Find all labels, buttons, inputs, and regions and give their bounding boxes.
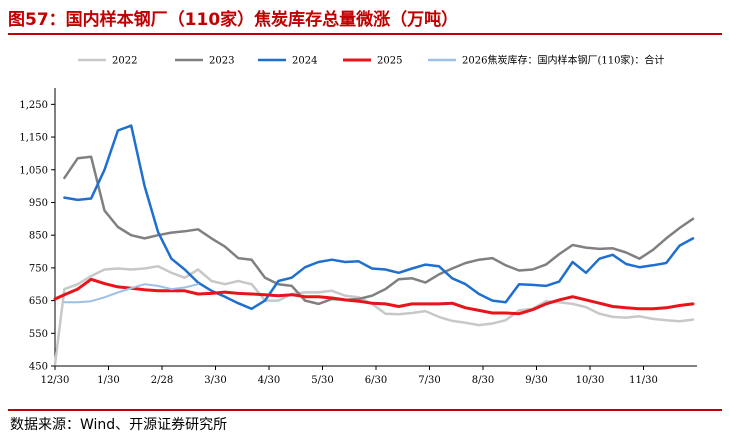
chart-legend: 2022 2023 2024 2025 2026焦炭库存：国内样本钢厂(110家)：合计: [78, 54, 664, 67]
y-tick-label: 1,050: [19, 165, 48, 176]
x-tick-label: 10/30: [576, 375, 605, 386]
series-line-2025: [53, 277, 695, 316]
legend-label-2026: 2026焦炭库存：国内样本钢厂(110家)：合计: [462, 54, 664, 67]
x-tick-label: 1/30: [97, 375, 119, 386]
title-divider: [8, 33, 722, 35]
footer-divider: [8, 409, 722, 411]
y-tick-label: 550: [29, 329, 48, 340]
y-tick-label: 1,250: [19, 100, 48, 111]
legend-label-2024: 2024: [292, 56, 317, 67]
chart-axes: 450 550 650 750 850 950 1,050 1,150 1,250 12/30 1/…: [19, 88, 697, 386]
y-tick-label: 450: [29, 362, 48, 373]
line-chart: 2022 2023 2024 2025 2026焦炭库存：国内样本钢厂(110家)：合计…: [19, 54, 697, 386]
series-line-2022: [53, 264, 695, 366]
y-tick-label: 750: [29, 263, 48, 274]
legend-label-2022: 2022: [112, 56, 137, 67]
data-source-note: 数据来源：Wind、开源证券研究所: [10, 417, 228, 433]
series-line-2024: [63, 124, 695, 311]
x-tick-label: 2/28: [151, 375, 173, 386]
x-tick-label: 9/30: [525, 375, 547, 386]
y-tick-label: 850: [29, 231, 48, 242]
y-tick-label: 1,150: [19, 133, 48, 144]
x-tick-label: 3/30: [204, 375, 226, 386]
x-tick-label: 6/30: [365, 375, 387, 386]
series-line-2023: [63, 155, 695, 306]
chart-series: [53, 124, 695, 366]
x-tick-label: 11/30: [629, 375, 658, 386]
x-tick-label: 8/30: [472, 375, 494, 386]
series-line-2026: [63, 283, 200, 304]
chart-title: 图57：国内样本钢厂（110家）焦炭库存总量微涨（万吨）: [8, 10, 459, 30]
legend-label-2023: 2023: [209, 56, 234, 67]
x-tick-label: 12/30: [41, 375, 70, 386]
legend-label-2025: 2025: [377, 56, 402, 67]
x-tick-label: 5/30: [311, 375, 333, 386]
y-tick-label: 650: [29, 296, 48, 307]
x-tick-label: 4/30: [258, 375, 280, 386]
y-tick-label: 950: [29, 198, 48, 209]
x-tick-label: 7/30: [418, 375, 440, 386]
